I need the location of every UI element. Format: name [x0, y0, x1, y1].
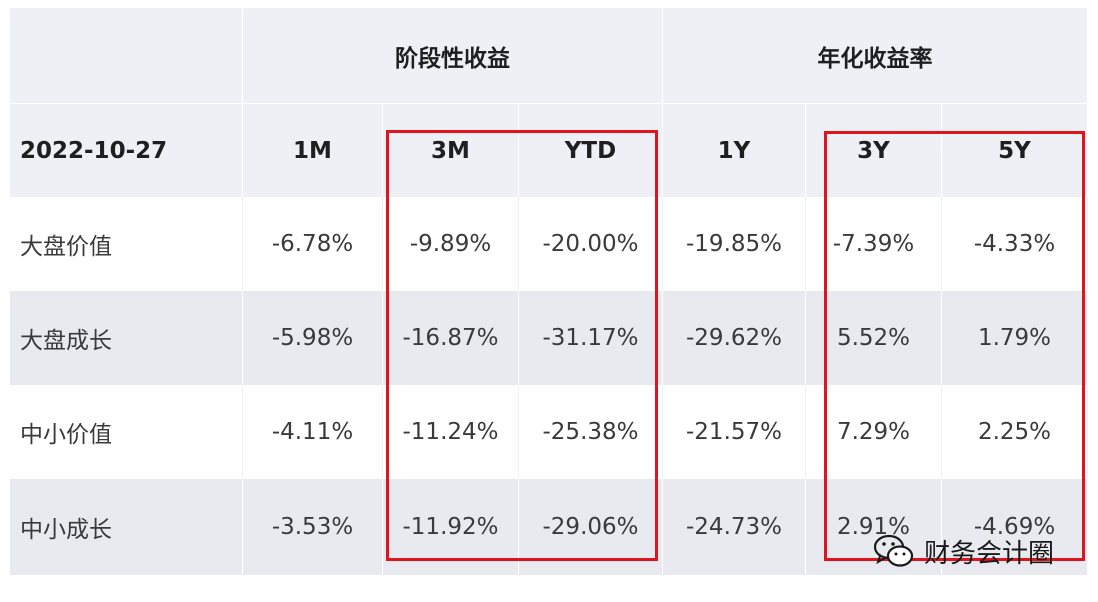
value-cell: -31.17%: [519, 291, 663, 385]
value-cell: -4.11%: [243, 385, 383, 479]
value-cell: -9.89%: [383, 197, 519, 291]
group-header-row: 阶段性收益 年化收益率: [10, 8, 1088, 103]
value-cell: -24.73%: [663, 479, 806, 575]
value-cell: 5.52%: [806, 291, 942, 385]
table-row: 大盘成长 -5.98% -16.87% -31.17% -29.62% 5.52…: [10, 291, 1088, 385]
table-row: 中小成长 -3.53% -11.92% -29.06% -24.73% 2.91…: [10, 479, 1088, 575]
value-cell: 2.25%: [942, 385, 1088, 479]
row-label: 中小成长: [10, 479, 243, 575]
col-1m: 1M: [243, 104, 383, 198]
date-header: 2022-10-27: [10, 104, 243, 198]
value-cell: -19.85%: [663, 197, 806, 291]
row-label: 中小价值: [10, 385, 243, 479]
row-label: 大盘成长: [10, 291, 243, 385]
group-annualized-returns: 年化收益率: [663, 8, 1088, 103]
value-cell: -4.33%: [942, 197, 1088, 291]
col-5y: 5Y: [942, 104, 1088, 198]
value-cell: -7.39%: [806, 197, 942, 291]
col-3m: 3M: [383, 104, 519, 198]
value-cell: -11.24%: [383, 385, 519, 479]
col-ytd: YTD: [519, 104, 663, 198]
value-cell: 7.29%: [806, 385, 942, 479]
value-cell: -6.78%: [243, 197, 383, 291]
corner-cell: [10, 8, 243, 103]
value-cell: -20.00%: [519, 197, 663, 291]
table-row: 大盘价值 -6.78% -9.89% -20.00% -19.85% -7.39…: [10, 197, 1088, 291]
watermark-text: 财务会计圈: [924, 538, 1055, 569]
value-cell: -21.57%: [663, 385, 806, 479]
highlight-box-3m-ytd: [386, 130, 658, 561]
table-row: 中小价值 -4.11% -11.24% -25.38% -21.57% 7.29…: [10, 385, 1088, 479]
watermark: 财务会计圈: [872, 528, 1054, 574]
wechat-icon: [873, 534, 914, 567]
value-cell: -29.62%: [663, 291, 806, 385]
row-label: 大盘价值: [10, 197, 243, 291]
group-stage-returns: 阶段性收益: [243, 8, 663, 103]
value-cell: -25.38%: [519, 385, 663, 479]
value-cell: 1.79%: [942, 291, 1088, 385]
col-1y: 1Y: [663, 104, 806, 198]
value-cell: -5.98%: [243, 291, 383, 385]
value-cell: -3.53%: [243, 479, 383, 575]
highlight-box-3y-5y: [824, 131, 1085, 561]
column-header-row: 2022-10-27 1M 3M YTD 1Y 3Y 5Y: [10, 103, 1088, 198]
col-3y: 3Y: [806, 104, 942, 198]
value-cell: -16.87%: [383, 291, 519, 385]
